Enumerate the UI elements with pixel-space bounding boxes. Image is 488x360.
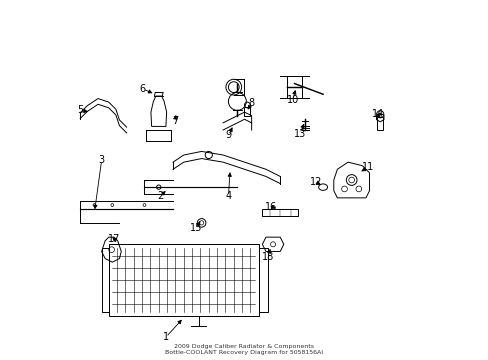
Text: 12: 12 — [309, 177, 322, 187]
Bar — [377, 117, 382, 130]
Bar — [258, 248, 267, 312]
Text: 2009 Dodge Caliber Radiator & Components
Bottle-COOLANT Recovery Diagram for 505: 2009 Dodge Caliber Radiator & Components… — [165, 344, 323, 355]
Text: 5: 5 — [77, 105, 83, 115]
Text: 6: 6 — [140, 84, 145, 94]
Text: 13: 13 — [293, 129, 305, 139]
Text: 16: 16 — [264, 202, 277, 212]
Text: 11: 11 — [361, 162, 373, 172]
Text: 10: 10 — [286, 95, 298, 105]
Text: 17: 17 — [108, 234, 120, 244]
Text: 18: 18 — [261, 252, 273, 262]
Text: 14: 14 — [371, 109, 384, 119]
Text: 3: 3 — [99, 156, 104, 165]
Text: 1: 1 — [163, 332, 169, 342]
Text: 15: 15 — [190, 223, 202, 233]
Text: 9: 9 — [225, 130, 231, 140]
Bar — [102, 248, 108, 312]
Text: 2: 2 — [157, 191, 163, 201]
Bar — [262, 209, 298, 216]
Text: 7: 7 — [171, 116, 178, 126]
Text: 4: 4 — [225, 191, 231, 201]
Text: 8: 8 — [248, 98, 254, 108]
Bar — [108, 244, 258, 316]
Bar — [244, 107, 249, 116]
